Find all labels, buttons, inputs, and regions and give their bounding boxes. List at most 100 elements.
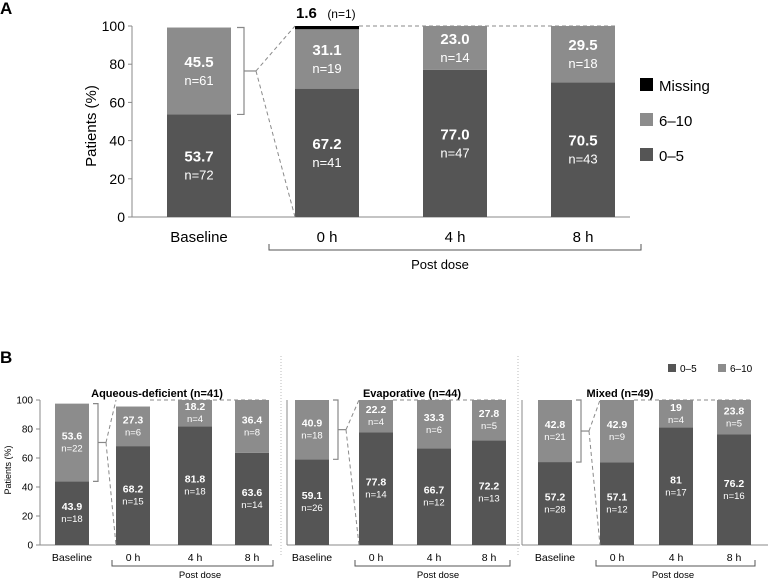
panel-b1-count-6-10: n=6 [125, 427, 141, 438]
panel-b1-count-0-5: n=18 [61, 514, 82, 525]
panel-a-y-tick-label: 20 [109, 171, 125, 187]
panel-b1-y-tick-label: 40 [22, 483, 34, 494]
panel-b3-bar-6-10 [659, 400, 693, 428]
panel-a-zoom-line-bottom [255, 70, 296, 218]
panel-a-bar-missing [295, 26, 359, 30]
panel-b3-count-6-10: n=9 [609, 432, 625, 443]
panel-a-label-0-5: 70.5 [568, 133, 597, 150]
panel-b3-bar-6-10 [538, 400, 572, 463]
panel-b1-bar-0-5 [235, 452, 269, 545]
panel-b-y-axis-label: Patients (%) [3, 445, 13, 494]
panel-a-bar-6-10 [423, 26, 487, 70]
panel-b3-bar-6-10 [600, 400, 634, 463]
panel-b2-post-dose-label: Post dose [417, 570, 459, 581]
panel-b2-label-0-5: 72.2 [479, 481, 500, 493]
legend-b-swatch-6-10 [718, 364, 726, 372]
panel-b1-count-6-10: n=22 [61, 443, 82, 454]
panel-b1-zoom-line-top [105, 399, 117, 443]
panel-b3-category-label: Baseline [535, 552, 575, 564]
panel-b2-category-label: 0 h [369, 552, 384, 564]
panel-b3-label-0-5: 57.1 [607, 492, 628, 504]
legend-b-swatch-0-5 [668, 364, 676, 372]
panel-a-bar-6-10 [295, 29, 359, 89]
panel-b3-zoom-line-top [588, 399, 601, 432]
panel-a-category-label: 8 h [573, 229, 594, 246]
panel-a-baseline-bracket [237, 26, 245, 116]
panel-a-label-0-5: 53.7 [184, 149, 213, 166]
panel-b3-count-0-5: n=12 [606, 505, 627, 516]
panel-b3-label-0-5: 57.2 [545, 492, 566, 504]
panel-b2-label-0-5: 77.8 [366, 477, 387, 489]
panel-b1-zoom-line-bottom [105, 442, 117, 546]
panel-b3-count-0-5: n=28 [544, 505, 565, 516]
panel-b1-count-6-10: n=8 [244, 427, 260, 438]
legend-item-6-10: 6–10 [659, 113, 692, 130]
legend-item-missing: Missing [659, 78, 710, 95]
panel-b1-label-0-5: 68.2 [123, 484, 144, 496]
panel-a-y-tick-label: 80 [109, 56, 125, 72]
panel-b3-label-6-10: 23.8 [724, 405, 745, 417]
panel-b3-bar-0-5 [600, 462, 634, 545]
panel-a-count-6-10: n=61 [184, 73, 213, 88]
panel-b2-bar-6-10 [472, 400, 506, 441]
panel-b3-baseline-bracket [576, 399, 582, 463]
panel-b2-count-6-10: n=18 [301, 431, 322, 442]
panel-a-y-tick-label: 100 [102, 18, 126, 34]
panel-b1-bar-6-10 [116, 406, 150, 447]
panel-b2-label-0-5: 66.7 [424, 485, 445, 497]
panel-a-letter: A [0, 0, 12, 18]
panel-b2-bar-0-5 [359, 432, 393, 545]
panel-b2-category-label: 4 h [427, 552, 442, 564]
panel-b2-label-6-10: 22.2 [366, 404, 387, 416]
panel-a-y-tick-label: 60 [109, 94, 125, 110]
panel-a-y-axis-label: Patients (%) [83, 85, 100, 167]
panel-a-bar-0-5 [551, 82, 615, 217]
panel-b1-label-0-5: 43.9 [62, 501, 83, 513]
panel-b2-zoom-line-top [345, 399, 360, 430]
panel-b1-label-0-5: 63.6 [242, 487, 263, 499]
panel-b-legend: 0–5 6–10 [680, 364, 753, 375]
panel-a-zoom-line-top [255, 25, 296, 72]
panel-b2-count-0-5: n=13 [478, 494, 499, 505]
panel-b1-label-6-10: 18.2 [185, 401, 206, 413]
panel-b1-count-0-5: n=18 [184, 487, 205, 498]
panel-a-count-0-5: n=72 [184, 168, 213, 183]
legend-swatch-missing [640, 78, 653, 91]
panel-b2-zoom-line-bottom [345, 429, 360, 546]
panel-b1-category-label: Baseline [52, 552, 92, 564]
panel-a-post-dose-label: Post dose [411, 257, 469, 272]
panel-b2-bar-0-5 [417, 448, 451, 545]
panel-b1-bar-0-5 [55, 481, 89, 545]
panel-a-bar-0-5 [423, 69, 487, 218]
panel-b1-bar-6-10 [235, 400, 269, 453]
panel-b1-bar-6-10 [178, 400, 212, 427]
legend-swatch-6-10 [640, 113, 653, 126]
panel-a-category-label: 4 h [445, 229, 466, 246]
panel-b1-bar-0-5 [178, 426, 212, 545]
panel-b1-bar-6-10 [55, 403, 89, 482]
panel-b3-category-label: 8 h [727, 552, 742, 564]
panel-a-bar-0-5 [167, 114, 231, 217]
panel-b2-post-dose-bracket [354, 560, 511, 567]
panel-b2-label-6-10: 33.3 [424, 412, 445, 424]
panel-b3-count-0-5: n=17 [665, 487, 686, 498]
panel-b3-post-dose-label: Post dose [652, 570, 694, 581]
panel-b2-count-0-5: n=26 [301, 503, 322, 514]
panel-b3-bar-0-5 [717, 434, 751, 545]
panel-b2-label-6-10: 27.8 [479, 408, 500, 420]
panel-b3-category-label: 0 h [610, 552, 625, 564]
panel-b1-category-label: 8 h [245, 552, 260, 564]
panel-b-letter: B [0, 348, 12, 367]
panel-b1-title: Aqueous-deficient (n=41) [91, 388, 223, 400]
panel-b3-count-6-10: n=21 [544, 432, 565, 443]
panel-b3-count-6-10: n=5 [726, 418, 742, 429]
panel-a-y-tick-label: 40 [109, 133, 125, 149]
chart-marks: 0 20 40 60 80 100 53.7 n=72 45.5 n=61 Baseline 67.2… [16, 18, 768, 567]
panel-b3-label-6-10: 19 [670, 402, 682, 414]
panel-b1-y-tick-label: 0 [27, 541, 33, 552]
panel-b3-title: Mixed (n=49) [587, 388, 654, 400]
panel-b3-bar-0-5 [538, 462, 572, 545]
panel-b2-title: Evaporative (n=44) [363, 388, 461, 400]
panel-b2-baseline-bracket [333, 399, 339, 460]
